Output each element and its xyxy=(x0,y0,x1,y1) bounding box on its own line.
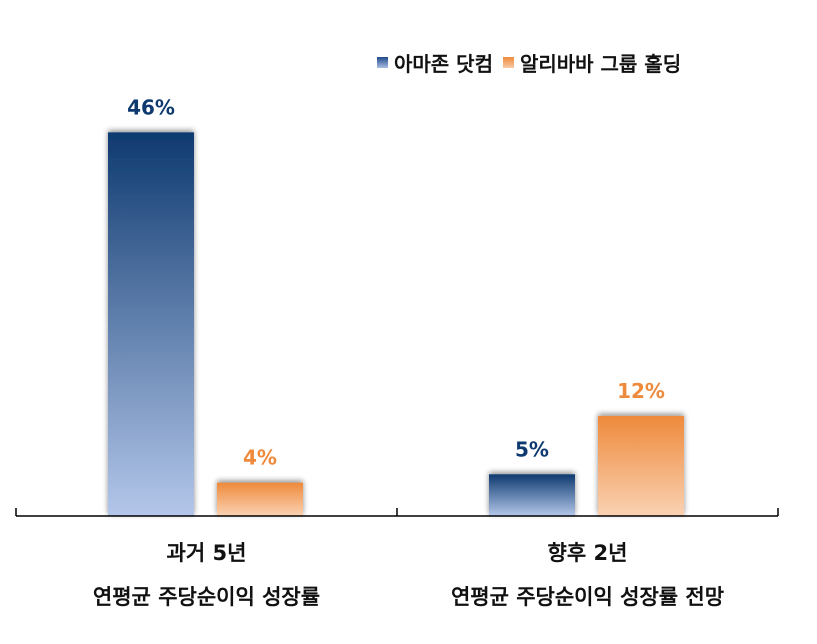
bar-alibaba-past xyxy=(217,482,303,516)
category-label-future-line2: 연평균 주당순이익 성장률 전망 xyxy=(450,585,725,609)
category-label-future-line1: 향후 2년 xyxy=(547,541,628,565)
category-label-past-line2: 연평균 주당순이익 성장률 xyxy=(92,585,321,609)
legend-label-alibaba: 알리바바 그룹 홀딩 xyxy=(519,52,682,76)
bar-amazon-past xyxy=(108,132,194,517)
legend-swatch-alibaba xyxy=(502,57,514,68)
data-label-amazon-past: 46% xyxy=(127,95,175,119)
bar-amazon-future xyxy=(489,474,575,516)
category-label-past-line1: 과거 5년 xyxy=(166,541,247,565)
data-label-alibaba-future: 12% xyxy=(617,379,665,403)
legend: 아마존 닷컴 알리바바 그룹 홀딩 xyxy=(377,48,691,77)
legend-item-alibaba: 알리바바 그룹 홀딩 xyxy=(502,48,682,77)
legend-swatch-amazon xyxy=(377,57,388,68)
legend-label-amazon: 아마존 닷컴 xyxy=(394,52,493,76)
legend-item-amazon: 아마존 닷컴 xyxy=(377,48,493,77)
category-label-future: 향후 2년 연평균 주당순이익 성장률 전망 xyxy=(397,531,778,619)
category-label-past: 과거 5년 연평균 주당순이익 성장률 xyxy=(16,531,397,619)
data-label-amazon-future: 5% xyxy=(515,437,549,461)
bar-alibaba-future xyxy=(598,415,684,516)
data-label-alibaba-past: 4% xyxy=(243,446,277,470)
